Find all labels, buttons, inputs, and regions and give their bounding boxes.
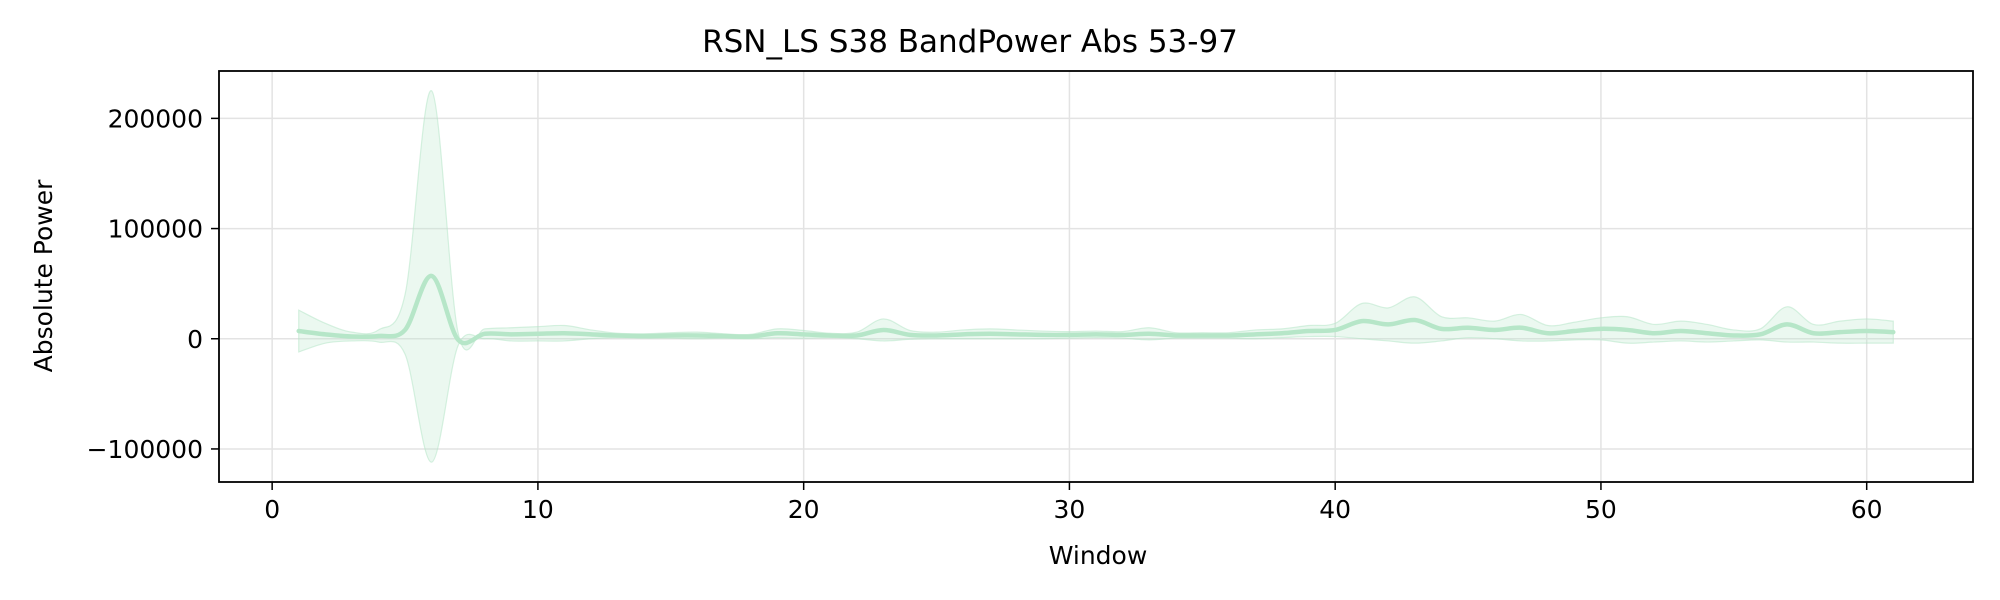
error-band: [298, 90, 1894, 463]
x-tick-label: 40: [1319, 495, 1351, 524]
grid-lines: [219, 71, 1973, 482]
mean-line: [296, 273, 1896, 346]
x-axis-label: Window: [1049, 541, 1148, 570]
y-tick-label: 100000: [108, 215, 203, 244]
axis-ticks: 0 10 20 30 40 50 60 −100000 0 100000 200000: [87, 104, 1883, 524]
x-tick-label: 50: [1585, 495, 1617, 524]
x-tick-label: 20: [788, 495, 820, 524]
x-tick-label: 0: [264, 495, 280, 524]
x-tick-label: 60: [1851, 495, 1883, 524]
x-tick-label: 10: [522, 495, 554, 524]
plot-frame: [218, 70, 1974, 483]
y-tick-label: 0: [187, 325, 203, 354]
y-tick-label: −100000: [87, 435, 203, 464]
y-tick-label: 200000: [108, 104, 203, 133]
series-line: [296, 273, 1896, 346]
chart-title: RSN_LS S38 BandPower Abs 53-97: [702, 24, 1238, 60]
confidence-band: [298, 90, 1894, 463]
x-tick-label: 30: [1054, 495, 1086, 524]
y-axis-label: Absolute Power: [29, 179, 58, 373]
